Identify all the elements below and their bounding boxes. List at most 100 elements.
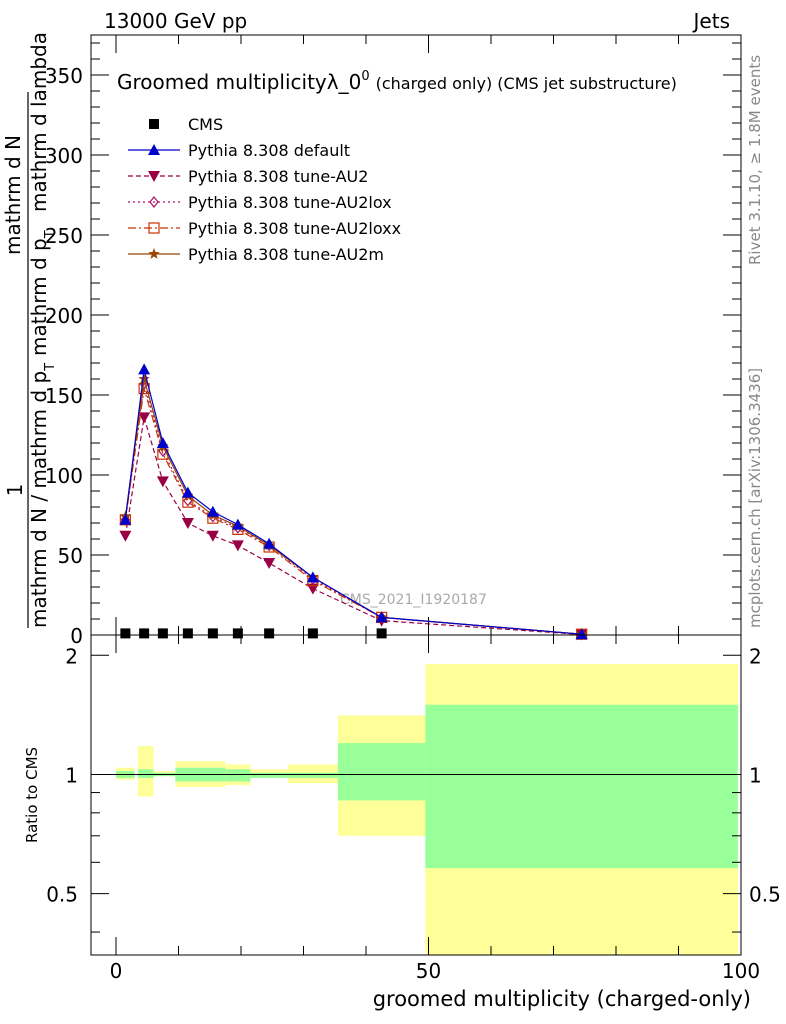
ratio-inner-band: [250, 772, 288, 778]
main-y-tick-label: 350: [45, 64, 83, 88]
data-point: [148, 222, 160, 234]
ratio-y-tick-label: 1: [65, 763, 78, 787]
ylabel-numerator-dpt: mathrm d pT: [27, 230, 58, 356]
chart-title-main: Groomed multiplicityλ_0: [117, 70, 361, 94]
data-point: [138, 412, 151, 424]
data-point: [119, 513, 132, 525]
x-tick-label: 50: [416, 959, 441, 983]
data-point: [181, 518, 194, 529]
data-point: [231, 518, 244, 530]
data-point: [306, 583, 319, 595]
ylabel-denominator: mathrm d N / mathrm d pT: [27, 363, 58, 628]
ratio-inner-band: [337, 743, 426, 801]
legend-entry: Pythia 8.308 tune-AU2m: [128, 245, 384, 264]
series-line: [124, 417, 582, 636]
legend-entry: Pythia 8.308 default: [128, 141, 350, 160]
data-point: [149, 119, 159, 129]
ylabel-dpt: mathrm d p: [27, 238, 51, 356]
ratio-y-tick-label: 2: [65, 644, 78, 668]
data-point: [156, 437, 169, 448]
data-point: [156, 476, 169, 488]
data-point: [182, 628, 193, 639]
data-point: [148, 171, 160, 182]
data-point: [206, 530, 219, 542]
data-point: [375, 611, 388, 623]
data-point: [232, 628, 243, 639]
ratio-y-tick-label-right: 0.5: [749, 883, 781, 907]
data-point: [207, 628, 218, 639]
data-point: [120, 628, 131, 639]
ratio-axis-ticks: [91, 635, 742, 955]
data-point: [148, 144, 160, 155]
main-y-tick-label: 200: [45, 304, 83, 328]
ylabel-numerator: mathrm d N: [1, 135, 25, 255]
x-tick-labels: 0 50 100: [110, 959, 760, 983]
series-line: [124, 383, 582, 635]
data-point: [264, 628, 275, 639]
ratio-uncertainty-bands: [116, 664, 738, 955]
main-series-group: [119, 363, 588, 641]
chart-title-superscript: 0: [361, 69, 369, 84]
ratio-y-tick-label-right: 2: [749, 644, 762, 668]
main-y-tick-label: 150: [45, 384, 83, 408]
ratio-inner-band: [225, 769, 251, 782]
x-tick-label: 100: [722, 959, 760, 983]
ratio-inner-band: [287, 772, 338, 778]
legend-label: Pythia 8.308 tune-AU2: [188, 167, 368, 186]
ylabel-dn-dpt: mathrm d N / mathrm d p: [27, 371, 51, 628]
data-point: [148, 248, 160, 259]
chart-title-suffix: (charged only) (CMS jet substructure): [376, 74, 677, 93]
legend-entry: Pythia 8.308 tune-AU2: [128, 167, 368, 186]
main-y-tick-label: 50: [58, 544, 83, 568]
main-y-tick-label: 250: [45, 224, 83, 248]
main-y-tick-label: 100: [45, 464, 83, 488]
series-line: [124, 369, 582, 635]
data-point: [206, 505, 219, 517]
legend-entry: Pythia 8.308 tune-AU2lox: [128, 193, 392, 212]
data-point: [263, 537, 276, 549]
ratio-inner-band: [425, 704, 738, 869]
data-point: [575, 628, 588, 640]
chart-title: Groomed multiplicityλ_00 (charged only) (…: [117, 69, 677, 94]
series-line: [124, 388, 582, 635]
series-pythia-8-308-default: [119, 363, 588, 640]
data-point: [149, 196, 159, 208]
main-y-tick-labels: 0 50 100 150 200 250 300 350: [45, 64, 83, 648]
main-y-axis-label: 1 mathrm d N / mathrm d pT mathrm d N ma…: [1, 32, 58, 628]
ratio-panel: 0.5 0.5 1 1 2 2 0 50 100 Ratio to CMS groomed m…: [23, 634, 781, 1011]
main-axis-ticks: [91, 35, 742, 636]
data-point: [181, 486, 194, 498]
ratio-y-tick-labels: 0.5 0.5 1 1 2 2: [46, 644, 781, 906]
legend-label: CMS: [188, 115, 223, 134]
ylabel-dlambda: mathrm d lambda: [27, 32, 51, 212]
data-point: [138, 363, 151, 375]
legend-label: Pythia 8.308 default: [188, 141, 350, 160]
header-energy-label: 13000 GeV pp: [104, 9, 247, 33]
data-point: [119, 530, 132, 542]
legend-entry: CMS: [149, 115, 223, 134]
x-tick-label: 0: [110, 959, 123, 983]
data-point: [138, 373, 150, 384]
ratio-inner-band: [137, 769, 154, 778]
legend-label: Pythia 8.308 tune-AU2lox: [188, 193, 392, 212]
header-process-label: Jets: [692, 9, 730, 33]
legend-label: Pythia 8.308 tune-AU2loxx: [188, 219, 401, 238]
analysis-watermark: CMS_2021_I1920187: [340, 592, 487, 608]
ratio-panel-frame: [90, 634, 742, 956]
ylabel-subscript-t: T: [43, 363, 58, 372]
ratio-y-tick-label: 0.5: [46, 883, 78, 907]
data-point: [306, 571, 319, 583]
series-cms: [120, 628, 387, 639]
ratio-y-tick-label-right: 1: [749, 763, 762, 787]
ylabel-subscript-t2: T: [43, 230, 58, 239]
rivet-version-label: Rivet 3.1.10, ≥ 1.8M events: [746, 55, 764, 265]
legend-label: Pythia 8.308 tune-AU2m: [188, 245, 384, 264]
data-point: [139, 628, 150, 639]
data-point: [157, 628, 168, 639]
mcplots-reference-label: mcplots.cern.ch [arXiv:1306.3436]: [746, 368, 764, 628]
main-y-tick-label: 0: [70, 624, 83, 648]
ratio-y-axis-label: Ratio to CMS: [23, 747, 41, 843]
ylabel-one: 1: [3, 484, 27, 497]
